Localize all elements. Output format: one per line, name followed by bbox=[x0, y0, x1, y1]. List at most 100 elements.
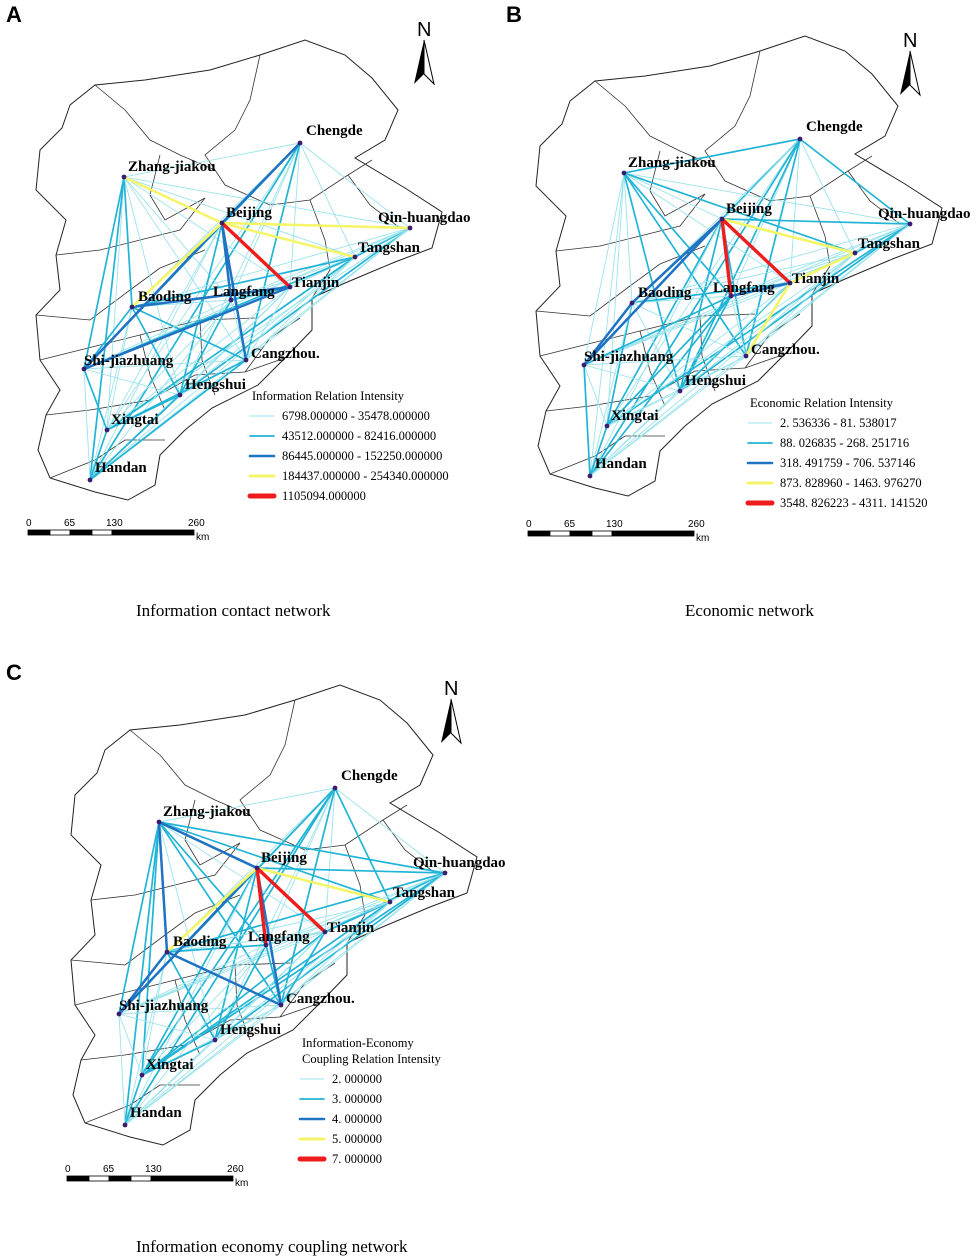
network-link-strong bbox=[157, 820, 259, 870]
city-label: Hengshui bbox=[685, 373, 746, 389]
legend-title: Coupling Relation Intensity bbox=[302, 1052, 442, 1066]
network-link bbox=[89, 429, 108, 481]
network-link bbox=[589, 138, 801, 477]
network-link-strong bbox=[255, 866, 268, 947]
scale-tick-label: 0 bbox=[526, 519, 532, 530]
city-node bbox=[797, 136, 803, 142]
network-link bbox=[89, 142, 301, 481]
network-link-strong bbox=[582, 217, 724, 367]
city-label: Qin-huangdao bbox=[413, 855, 506, 871]
network-link bbox=[230, 142, 301, 301]
city-node bbox=[581, 362, 587, 368]
city-node bbox=[87, 477, 93, 483]
network-link bbox=[83, 368, 181, 396]
network-link bbox=[623, 172, 681, 392]
city-node bbox=[677, 388, 683, 394]
network-link bbox=[124, 951, 168, 1126]
city-label: Zhang-jiakou bbox=[628, 155, 716, 171]
network-link bbox=[280, 901, 391, 1006]
city-label: Beijing bbox=[226, 205, 272, 221]
city-node bbox=[278, 1002, 284, 1008]
network-link bbox=[118, 1013, 126, 1126]
network-link-strong bbox=[130, 221, 224, 309]
city-label: Baoding bbox=[638, 285, 692, 301]
city-node bbox=[907, 221, 913, 227]
network-link bbox=[179, 142, 301, 396]
network-link bbox=[334, 787, 446, 874]
panel-letter-b: B bbox=[506, 2, 522, 27]
city-label: Tianjin bbox=[792, 271, 840, 287]
network-link bbox=[158, 821, 326, 933]
network-link bbox=[589, 425, 608, 477]
network-link bbox=[606, 390, 681, 427]
network-link bbox=[623, 172, 633, 304]
network-link bbox=[141, 867, 258, 1076]
network-link-strong bbox=[630, 217, 724, 305]
network-link bbox=[583, 355, 747, 366]
county-boundary bbox=[184, 799, 241, 866]
network-link-strong bbox=[220, 221, 412, 230]
scale-tick-label: 130 bbox=[106, 518, 123, 529]
city-label: Chengde bbox=[306, 123, 363, 139]
network-link bbox=[299, 142, 411, 229]
network-link bbox=[245, 256, 356, 361]
scale-tick-label: 260 bbox=[188, 518, 205, 529]
county-boundary bbox=[347, 174, 401, 229]
network-link bbox=[123, 176, 356, 258]
city-node bbox=[263, 942, 269, 948]
network-link bbox=[631, 302, 681, 392]
city-node bbox=[212, 1037, 218, 1043]
network-link bbox=[123, 176, 247, 361]
network-link bbox=[118, 901, 391, 1015]
network-link bbox=[280, 931, 326, 1006]
network-link-strong bbox=[582, 301, 634, 367]
city-node bbox=[442, 870, 448, 876]
city-label: Langfang bbox=[248, 929, 310, 945]
network-link bbox=[265, 931, 326, 946]
network-link bbox=[89, 394, 181, 481]
network-link-strong bbox=[720, 217, 733, 298]
scale-bar-segment bbox=[569, 530, 593, 537]
legend-title: Information Relation Intensity bbox=[252, 389, 405, 403]
city-node bbox=[719, 216, 725, 222]
scale-tick-label: 260 bbox=[688, 519, 705, 530]
network-link bbox=[83, 227, 411, 370]
county-boundary bbox=[80, 1002, 321, 1061]
north-label: N bbox=[903, 30, 917, 52]
network-link bbox=[131, 306, 181, 396]
network-link-strong bbox=[255, 866, 327, 934]
legend-item: 4. 000000 bbox=[332, 1112, 382, 1126]
network-link bbox=[721, 218, 911, 225]
network-link bbox=[730, 252, 856, 297]
scale-tick-label: 130 bbox=[145, 1164, 162, 1175]
network-link-strong bbox=[220, 221, 292, 289]
scale-bar-segment bbox=[91, 529, 113, 536]
network-link-strong bbox=[255, 866, 392, 904]
network-link bbox=[745, 252, 856, 357]
network-link bbox=[324, 901, 391, 933]
network-link bbox=[730, 295, 747, 357]
city-label: Tianjin bbox=[327, 920, 375, 936]
network-link-strong bbox=[130, 285, 292, 309]
city-label: Zhang-jiakou bbox=[128, 159, 216, 175]
network-link bbox=[158, 821, 216, 1041]
county-boundary bbox=[234, 964, 251, 1041]
scale-bar-segment bbox=[49, 529, 71, 536]
network-link bbox=[606, 355, 747, 427]
legend-item: 318. 491759 - 706. 537146 bbox=[780, 456, 915, 470]
county-boundary bbox=[699, 315, 716, 392]
city-node bbox=[743, 353, 749, 359]
legend-item: 2. 536336 - 81. 538017 bbox=[780, 416, 897, 430]
network-link bbox=[124, 901, 391, 1126]
network-link bbox=[583, 223, 911, 366]
network-link bbox=[166, 931, 326, 953]
network-link bbox=[166, 944, 267, 953]
network-link bbox=[606, 282, 791, 427]
network-link bbox=[631, 282, 791, 304]
scale-tick-label: 260 bbox=[227, 1164, 244, 1175]
city-label: Qin-huangdao bbox=[878, 206, 971, 222]
scale-bar-segment bbox=[66, 1175, 90, 1182]
city-label: Xingtai bbox=[146, 1057, 194, 1073]
network-link bbox=[589, 302, 633, 477]
